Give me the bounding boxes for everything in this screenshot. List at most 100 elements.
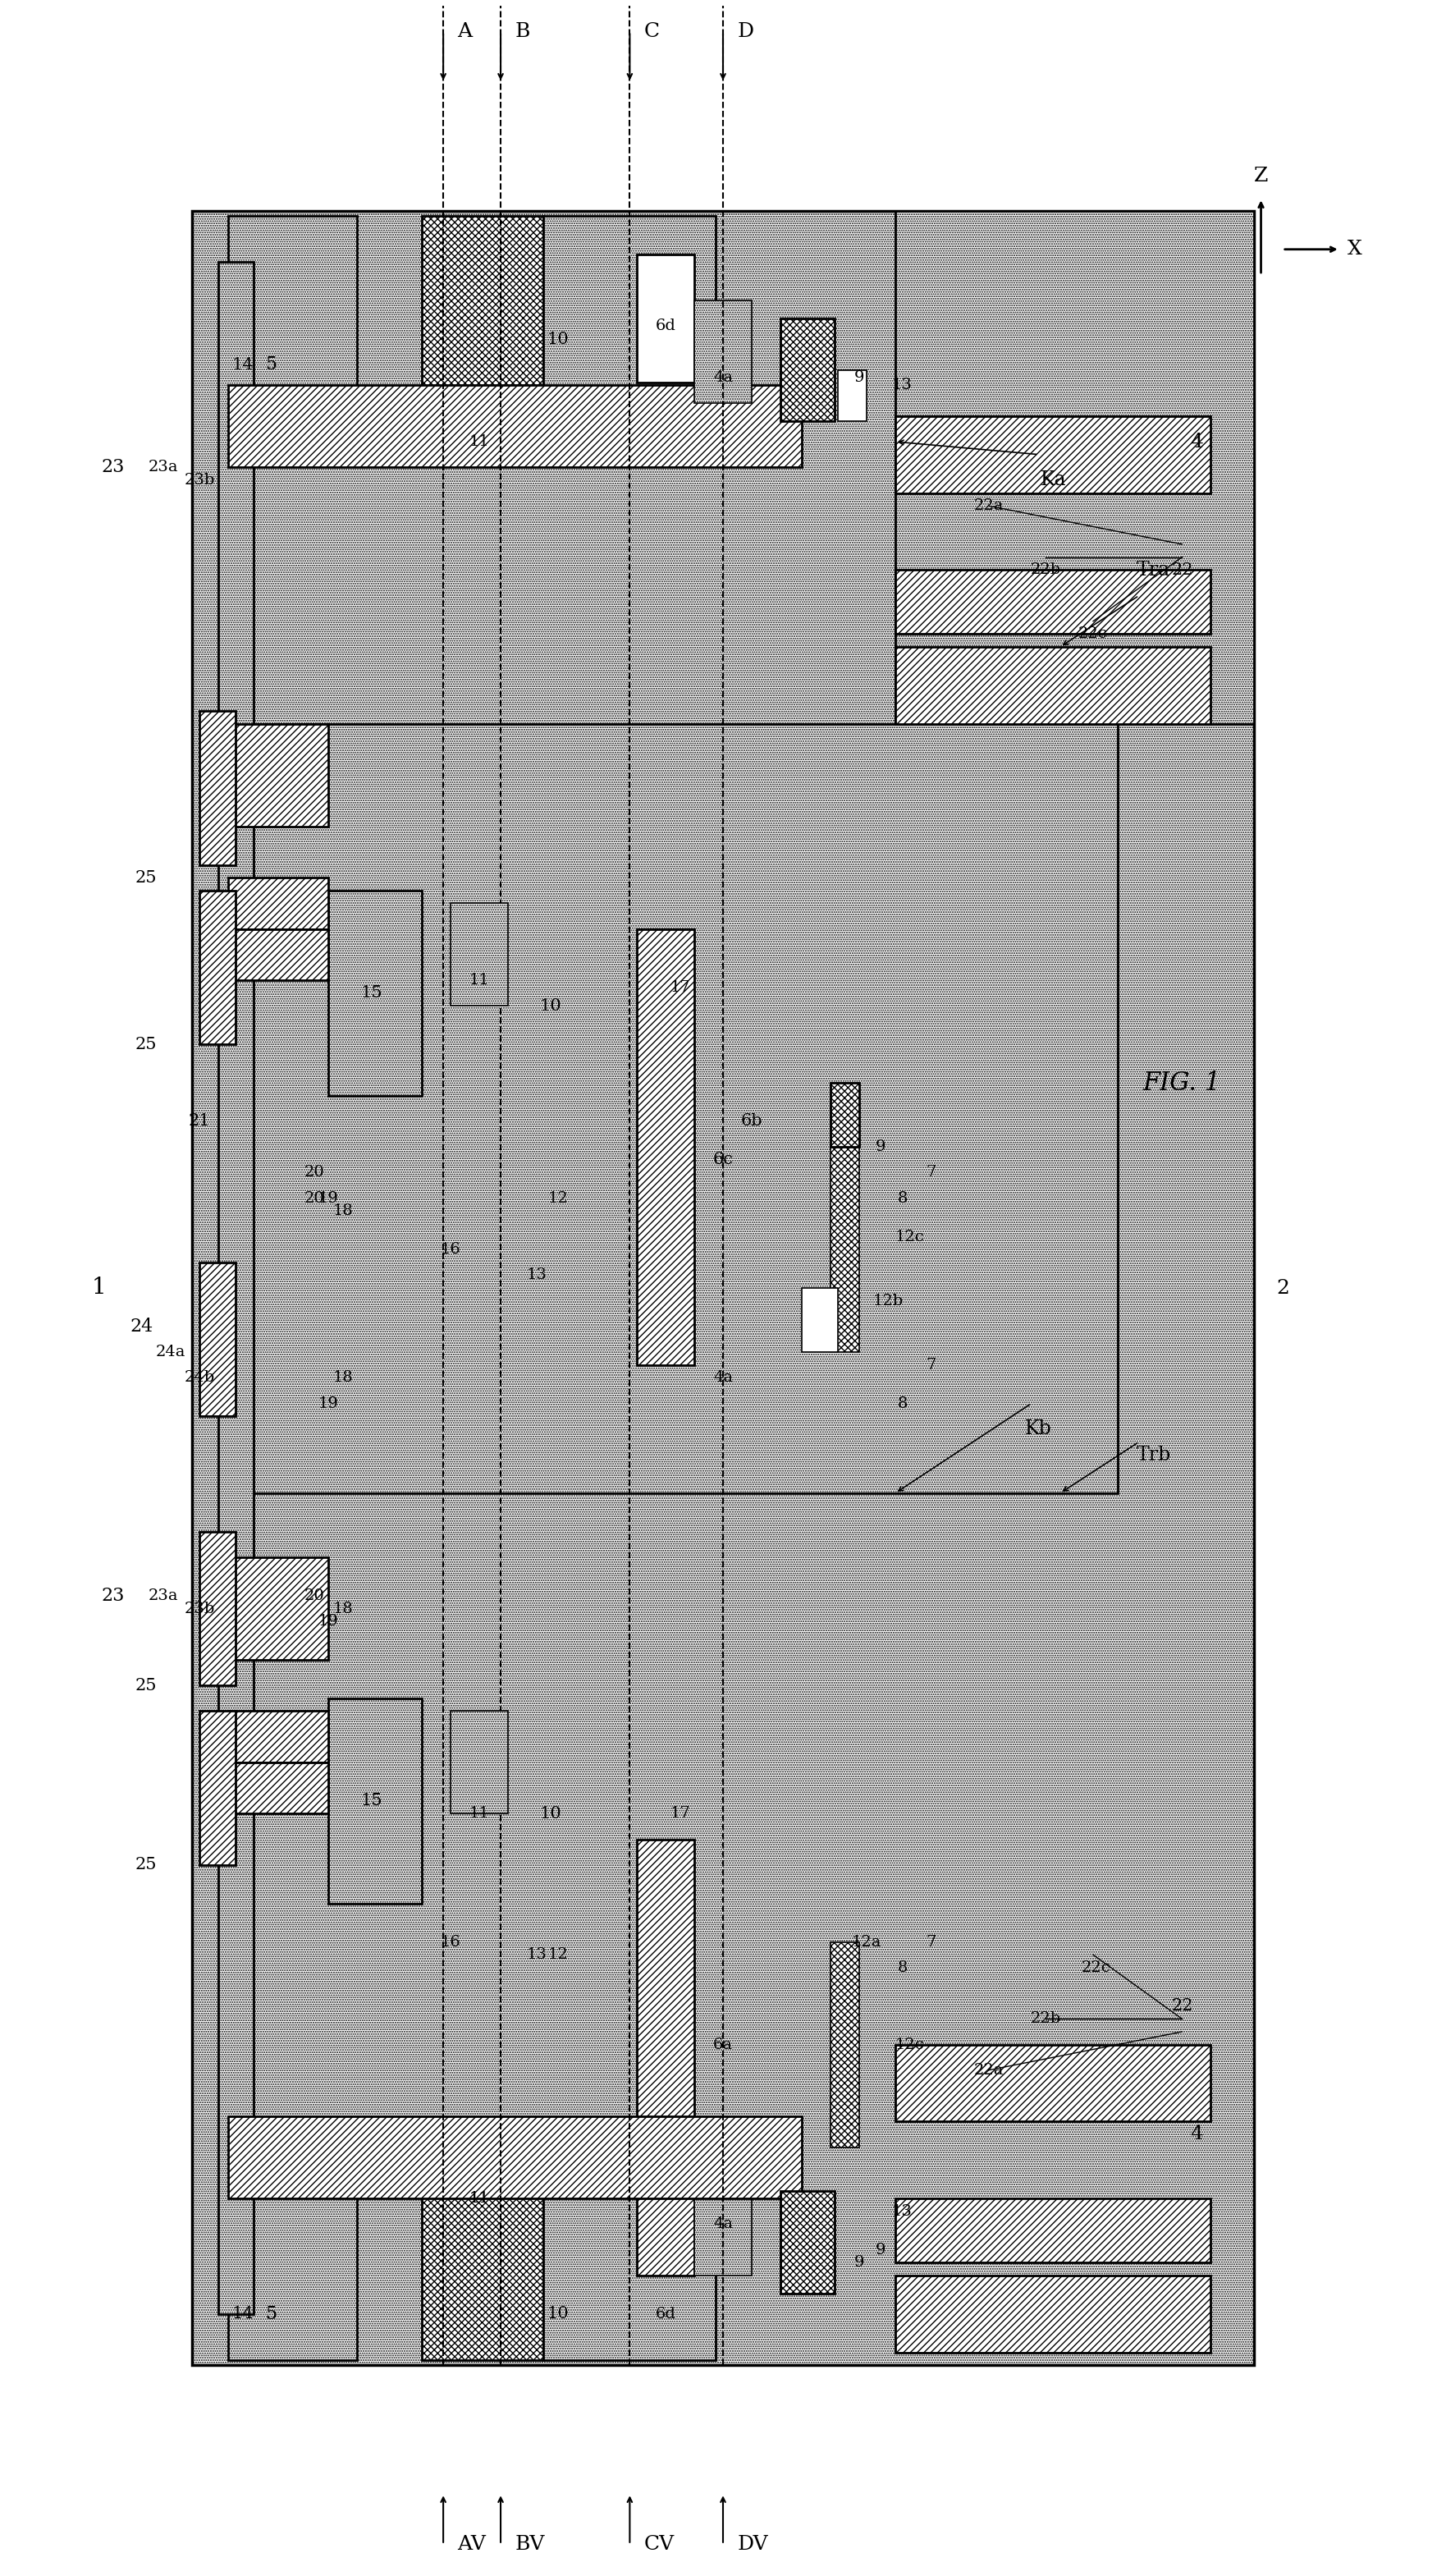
Text: 25: 25 [136, 1036, 158, 1051]
Bar [544, 216, 716, 392]
Text: 22b: 22b [1031, 562, 1061, 577]
Bar [328, 1698, 422, 1904]
Text: 11: 11 [469, 2192, 489, 2205]
Text: 22c: 22c [1079, 626, 1108, 641]
Text: 22: 22 [1171, 562, 1193, 577]
Text: 25: 25 [136, 1677, 158, 1692]
Bar [450, 904, 508, 1005]
Text: 17: 17 [669, 981, 690, 994]
Bar [192, 211, 1254, 2365]
Bar [895, 211, 1254, 724]
Text: 12c: 12c [895, 1229, 924, 1244]
Bar [895, 647, 1210, 724]
Text: 22: 22 [1171, 1999, 1193, 2014]
Text: X: X [1348, 240, 1362, 258]
Text: 11: 11 [469, 435, 489, 448]
Text: 14: 14 [231, 2306, 253, 2321]
Text: 13: 13 [892, 379, 912, 392]
Text: 12b: 12b [873, 1293, 904, 1309]
Text: FIG. 1: FIG. 1 [1142, 1069, 1222, 1095]
Text: 9: 9 [855, 371, 865, 384]
Text: AV: AV [457, 2535, 486, 2553]
Text: 14: 14 [231, 358, 253, 374]
Text: 23: 23 [101, 459, 124, 477]
Text: 25: 25 [136, 871, 158, 886]
Text: 13: 13 [526, 1947, 547, 1963]
Text: 24: 24 [130, 1316, 153, 1334]
Bar [218, 263, 254, 2313]
Text: 20: 20 [304, 1589, 324, 1602]
Text: 1: 1 [91, 1278, 106, 1298]
Text: 8: 8 [898, 1396, 908, 1412]
Text: 16: 16 [440, 1242, 461, 1257]
Text: 10: 10 [547, 332, 568, 348]
Text: 4a: 4a [713, 371, 733, 384]
Text: 7: 7 [925, 1935, 936, 1950]
Text: 11: 11 [469, 2192, 489, 2205]
Bar [895, 2275, 1210, 2352]
Bar [200, 891, 236, 1043]
Bar [837, 371, 866, 420]
Text: 4a: 4a [713, 1370, 733, 1386]
Bar [830, 1146, 859, 1352]
Bar [228, 386, 803, 466]
Bar [895, 2197, 1210, 2262]
Bar [422, 2184, 544, 2360]
Bar [830, 1942, 859, 2148]
Text: 6a: 6a [713, 2038, 733, 2053]
Bar [200, 711, 236, 866]
Bar [694, 2172, 752, 2275]
Text: 13: 13 [526, 1267, 547, 1283]
Text: 23b: 23b [184, 474, 214, 487]
Text: 23a: 23a [149, 461, 178, 474]
Text: 24a: 24a [156, 1345, 185, 1360]
Text: 5: 5 [265, 355, 276, 374]
Bar [781, 319, 834, 420]
Text: 22b: 22b [1031, 2012, 1061, 2027]
Text: 18: 18 [333, 1602, 353, 1615]
Bar [781, 2190, 834, 2293]
Bar [228, 2184, 357, 2360]
Text: Ka: Ka [1040, 471, 1066, 489]
Bar [228, 2117, 803, 2197]
Text: 9: 9 [855, 2254, 865, 2269]
Bar [200, 1710, 236, 1865]
Text: 25: 25 [136, 1857, 158, 1873]
Bar [200, 1533, 236, 1685]
Text: BV: BV [515, 2535, 545, 2553]
Text: 6b: 6b [740, 1113, 762, 1128]
Text: 7: 7 [925, 1164, 936, 1180]
Text: 11: 11 [469, 974, 489, 987]
Text: 4: 4 [1190, 2125, 1203, 2143]
Text: A: A [457, 23, 473, 41]
Text: Trb: Trb [1137, 1445, 1171, 1463]
Text: Tra: Tra [1137, 562, 1170, 580]
Text: 8: 8 [898, 1960, 908, 1976]
Text: 9: 9 [876, 1139, 886, 1154]
Bar [694, 301, 752, 404]
Bar [228, 1710, 328, 1762]
Text: 23: 23 [101, 1587, 124, 1605]
Text: 22c: 22c [1082, 1960, 1111, 1976]
Text: 4a: 4a [713, 2218, 733, 2231]
Text: Kb: Kb [1025, 1419, 1053, 1437]
Text: 10: 10 [547, 2306, 568, 2321]
Text: DV: DV [737, 2535, 768, 2553]
Bar [544, 2184, 716, 2360]
Bar [803, 1288, 837, 1352]
Text: 10: 10 [539, 1806, 562, 1821]
Text: C: C [643, 23, 659, 41]
Bar [895, 569, 1210, 634]
Bar [228, 1558, 328, 1659]
Text: 12a: 12a [852, 1935, 882, 1950]
Bar [636, 1839, 694, 2275]
Text: 10: 10 [539, 997, 562, 1015]
Text: 7: 7 [925, 1358, 936, 1373]
Text: 18: 18 [333, 1203, 353, 1218]
Text: 12: 12 [548, 1190, 568, 1206]
Bar [200, 1262, 236, 1417]
Text: 2: 2 [1275, 1278, 1288, 1298]
Text: 9: 9 [876, 2241, 886, 2257]
Text: CV: CV [643, 2535, 675, 2553]
Text: 18: 18 [333, 1370, 353, 1386]
